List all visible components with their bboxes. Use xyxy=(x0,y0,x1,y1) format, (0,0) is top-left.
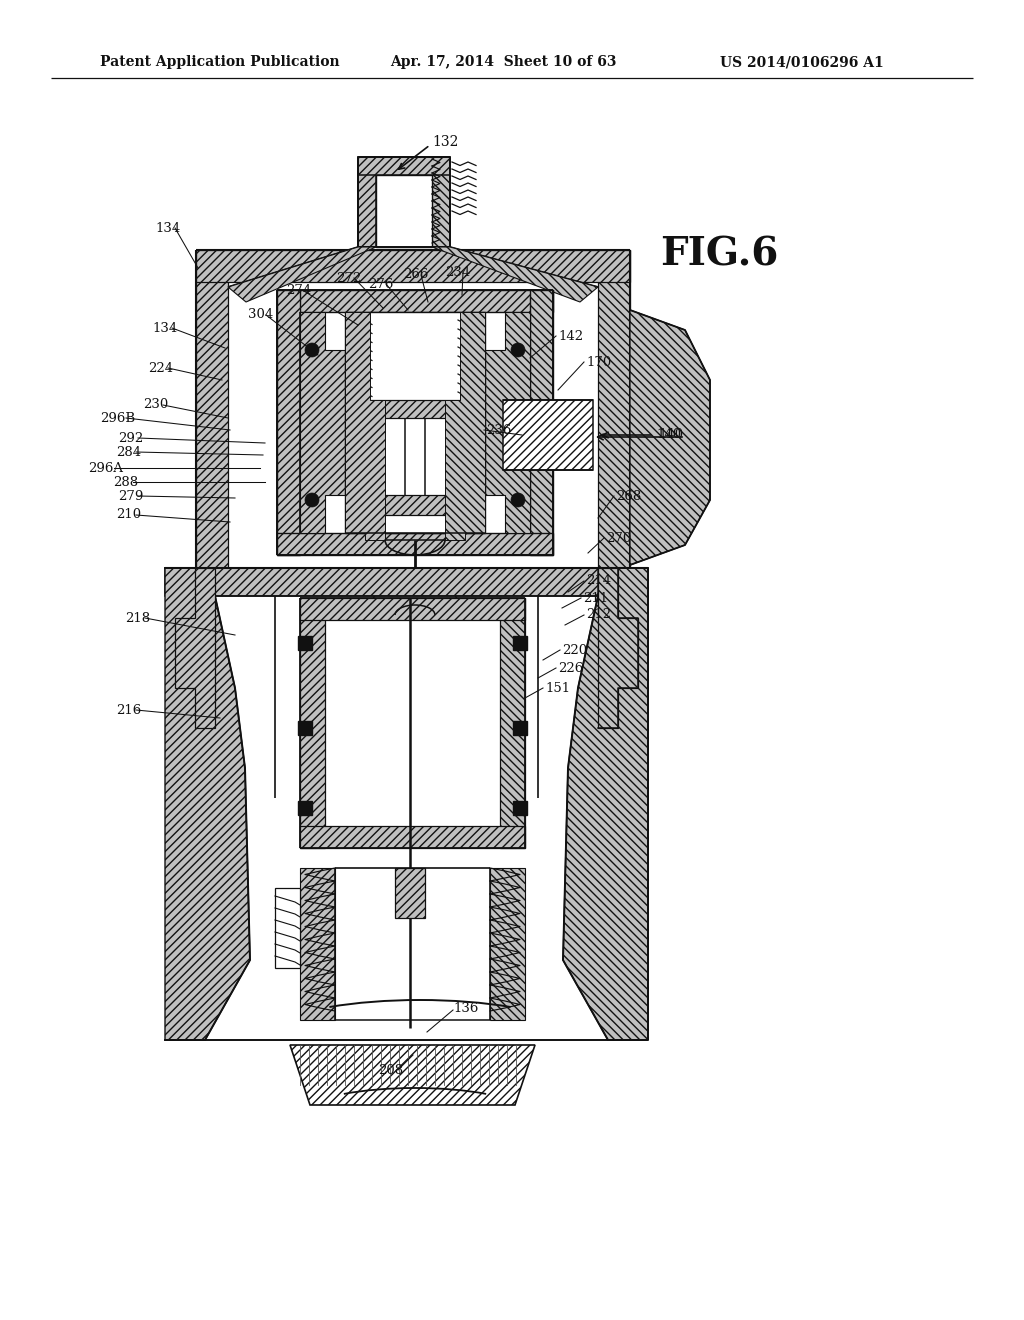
Text: 208: 208 xyxy=(378,1064,403,1077)
Text: 268: 268 xyxy=(616,490,641,503)
Bar xyxy=(298,801,312,814)
Bar xyxy=(298,721,312,735)
Bar xyxy=(376,176,432,247)
Text: Apr. 17, 2014  Sheet 10 of 63: Apr. 17, 2014 Sheet 10 of 63 xyxy=(390,55,616,69)
Polygon shape xyxy=(228,247,376,302)
Circle shape xyxy=(511,343,525,356)
Text: 134: 134 xyxy=(155,222,180,235)
Text: 132: 132 xyxy=(432,135,459,149)
Text: 279: 279 xyxy=(118,490,143,503)
Bar xyxy=(513,636,527,649)
Polygon shape xyxy=(432,157,450,247)
Text: 266: 266 xyxy=(403,268,428,281)
Text: 218: 218 xyxy=(125,611,151,624)
Text: 151: 151 xyxy=(545,681,570,694)
Text: 211: 211 xyxy=(583,591,608,605)
Text: FIG.6: FIG.6 xyxy=(660,236,778,275)
Text: 226: 226 xyxy=(558,661,584,675)
Polygon shape xyxy=(563,568,648,1040)
Polygon shape xyxy=(300,598,525,620)
Polygon shape xyxy=(300,598,325,847)
Text: 296A: 296A xyxy=(88,462,123,474)
Text: 212: 212 xyxy=(586,609,611,622)
Polygon shape xyxy=(370,400,460,418)
Polygon shape xyxy=(165,568,250,1040)
Polygon shape xyxy=(165,568,648,597)
Polygon shape xyxy=(490,869,525,1020)
Text: 142: 142 xyxy=(558,330,583,342)
Bar xyxy=(298,636,312,649)
Circle shape xyxy=(305,492,319,507)
Text: 270: 270 xyxy=(606,532,631,544)
Text: 216: 216 xyxy=(116,704,141,717)
Polygon shape xyxy=(358,157,376,247)
Text: 220: 220 xyxy=(562,644,587,656)
Text: 288: 288 xyxy=(113,475,138,488)
Text: 134: 134 xyxy=(152,322,177,334)
Polygon shape xyxy=(175,568,215,729)
Polygon shape xyxy=(370,495,460,515)
Polygon shape xyxy=(278,533,553,554)
Text: 236: 236 xyxy=(486,424,511,437)
Polygon shape xyxy=(196,249,630,282)
Text: 296B: 296B xyxy=(100,412,135,425)
Polygon shape xyxy=(278,290,300,554)
Text: 140: 140 xyxy=(656,429,681,441)
Text: 170: 170 xyxy=(586,355,611,368)
Polygon shape xyxy=(395,869,425,917)
Polygon shape xyxy=(365,595,465,615)
Text: Patent Application Publication: Patent Application Publication xyxy=(100,55,340,69)
Polygon shape xyxy=(445,312,485,540)
Polygon shape xyxy=(358,157,450,176)
Text: 274: 274 xyxy=(286,285,311,297)
Text: 284: 284 xyxy=(116,446,141,458)
Text: US 2014/0106296 A1: US 2014/0106296 A1 xyxy=(720,55,884,69)
Text: 234: 234 xyxy=(445,265,470,279)
Text: 214: 214 xyxy=(586,574,611,587)
Polygon shape xyxy=(530,290,553,554)
Text: 304: 304 xyxy=(248,309,273,322)
Circle shape xyxy=(511,492,525,507)
Polygon shape xyxy=(485,312,530,533)
Text: 276: 276 xyxy=(368,277,393,290)
Polygon shape xyxy=(275,888,300,968)
Polygon shape xyxy=(598,568,638,729)
Polygon shape xyxy=(196,249,228,568)
Polygon shape xyxy=(500,598,525,847)
Polygon shape xyxy=(278,290,553,312)
Bar xyxy=(513,801,527,814)
Text: 136: 136 xyxy=(453,1002,478,1015)
Text: 140: 140 xyxy=(658,429,683,441)
Circle shape xyxy=(305,343,319,356)
Polygon shape xyxy=(300,869,335,1020)
Polygon shape xyxy=(345,312,385,540)
Polygon shape xyxy=(300,826,525,847)
Polygon shape xyxy=(432,247,598,302)
Text: 224: 224 xyxy=(148,362,173,375)
Bar xyxy=(345,312,485,533)
Text: 272: 272 xyxy=(336,272,361,285)
Text: 230: 230 xyxy=(143,399,168,412)
Bar xyxy=(513,721,527,735)
Polygon shape xyxy=(630,310,710,565)
Text: 292: 292 xyxy=(118,432,143,445)
Polygon shape xyxy=(290,1045,535,1105)
Polygon shape xyxy=(598,249,630,568)
Polygon shape xyxy=(503,400,593,470)
Text: 210: 210 xyxy=(116,508,141,521)
Polygon shape xyxy=(300,312,345,533)
